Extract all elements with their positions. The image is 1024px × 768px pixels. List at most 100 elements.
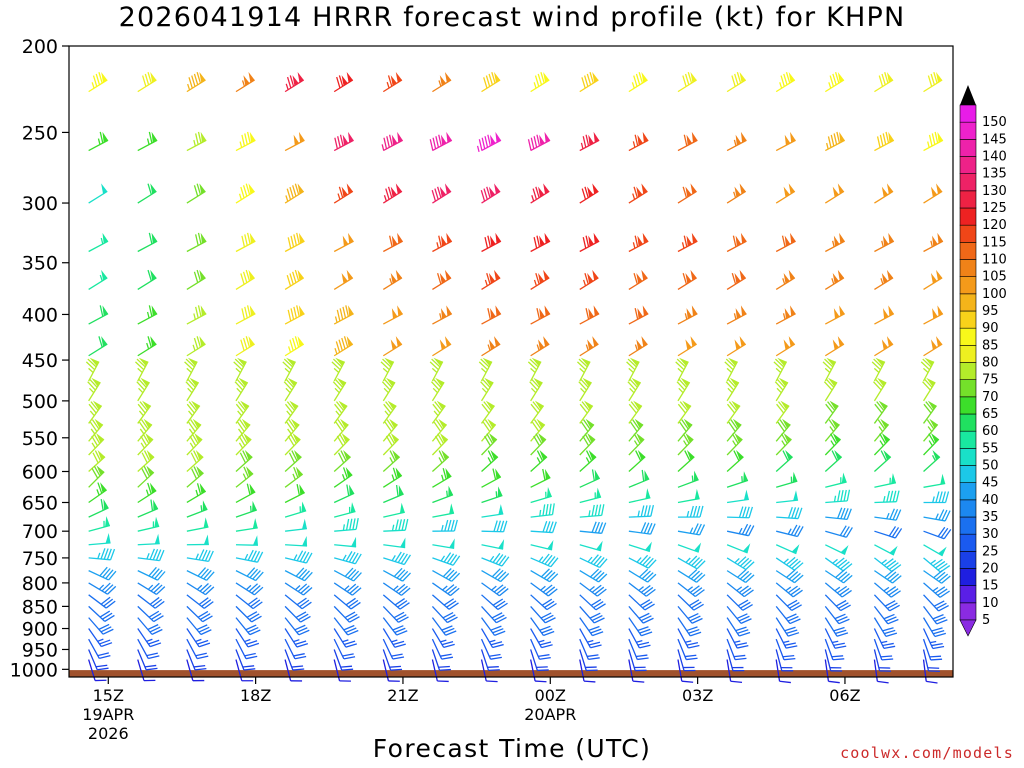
barb-half-flag xyxy=(536,344,540,351)
barb-half-flag xyxy=(689,527,694,534)
barb-flag xyxy=(286,421,294,432)
wind-barb xyxy=(579,432,596,456)
barb-shaft xyxy=(431,424,448,442)
barb-flag xyxy=(495,554,504,565)
barb-shaft xyxy=(923,313,944,325)
barb-shaft xyxy=(922,381,936,402)
wind-barb xyxy=(825,507,852,521)
barb-shaft xyxy=(530,638,541,660)
legend-swatch xyxy=(959,139,977,157)
barb-shaft xyxy=(432,557,454,566)
barb-flag xyxy=(244,133,248,145)
barb-shaft xyxy=(677,277,697,291)
barb-half-flag xyxy=(285,387,291,394)
wind-barb xyxy=(579,418,595,442)
barb-pennant xyxy=(294,450,302,461)
barb-pennant xyxy=(399,502,405,514)
barb-shaft xyxy=(775,649,783,671)
barb-pennant xyxy=(91,377,101,387)
barb-pennant xyxy=(348,131,354,143)
barb-half-flag xyxy=(344,585,350,591)
barb-shaft xyxy=(481,557,503,567)
barb-flag xyxy=(483,77,488,89)
wind-barb xyxy=(186,628,211,648)
wind-barb xyxy=(874,557,902,572)
barb-flag xyxy=(244,652,256,657)
barb-flag xyxy=(596,556,605,567)
barb-pennant xyxy=(192,418,202,429)
barb-flag xyxy=(487,308,491,320)
wind-barb xyxy=(726,628,749,649)
barb-pennant xyxy=(539,450,547,461)
barb-flag xyxy=(529,381,538,391)
ground-surface xyxy=(69,670,953,677)
barb-flag xyxy=(647,573,657,583)
barb-half-flag xyxy=(196,584,203,590)
barb-flag xyxy=(779,680,791,684)
wind-barb xyxy=(480,649,500,672)
barb-flag xyxy=(647,505,651,517)
barb-shaft xyxy=(333,638,345,660)
barb-flag xyxy=(481,137,486,150)
legend-label: 60 xyxy=(982,424,999,439)
barb-shaft xyxy=(726,361,738,382)
barb-half-flag xyxy=(382,367,389,374)
barb-flag xyxy=(196,336,202,348)
barb-flag xyxy=(402,572,411,582)
barb-flag xyxy=(399,602,410,610)
barb-flag xyxy=(292,668,305,671)
barb-flag xyxy=(153,584,163,594)
barb-flag xyxy=(293,234,298,246)
barb-pennant xyxy=(641,336,648,347)
barb-flag xyxy=(683,235,688,247)
barb-half-flag xyxy=(138,387,144,394)
barb-half-flag xyxy=(146,638,153,643)
barb-flag xyxy=(585,134,590,147)
barb-flag xyxy=(389,450,396,462)
barb-shaft xyxy=(530,530,553,534)
barb-pennant xyxy=(839,232,845,244)
barb-shaft xyxy=(432,240,453,253)
barb-flag xyxy=(894,528,903,539)
barb-flag xyxy=(87,381,96,391)
barb-flag xyxy=(601,522,607,534)
wind-barb xyxy=(382,582,411,596)
barb-half-flag xyxy=(834,586,841,592)
barb-flag xyxy=(539,656,551,660)
barb-half-flag xyxy=(880,278,884,285)
wind-barb xyxy=(382,336,403,357)
barb-pennant xyxy=(731,400,741,410)
credit-link[interactable]: coolwx.com/models xyxy=(840,744,1014,762)
wind-barb xyxy=(872,377,887,402)
barb-flag xyxy=(338,186,344,198)
wind-barb xyxy=(530,232,551,253)
barb-pennant xyxy=(346,336,353,347)
barb-pennant xyxy=(544,232,551,244)
barb-shaft xyxy=(284,510,307,518)
barb-flag xyxy=(628,403,637,414)
barb-flag xyxy=(883,558,894,567)
barb-flag xyxy=(678,378,687,388)
barb-flag xyxy=(340,450,347,462)
barb-flag xyxy=(478,361,488,371)
barb-pennant xyxy=(101,336,108,347)
wind-barb xyxy=(628,183,648,204)
barb-pennant xyxy=(588,450,597,461)
wind-barb xyxy=(481,539,505,550)
wind-barb xyxy=(922,377,936,402)
wind-barb xyxy=(530,269,550,291)
barb-pennant xyxy=(538,186,545,198)
wind-barb xyxy=(383,567,411,582)
legend-label: 100 xyxy=(982,287,1007,302)
barb-shaft xyxy=(480,649,490,671)
barb-flag xyxy=(590,554,599,564)
barb-flag xyxy=(344,567,354,577)
legend-label: 130 xyxy=(982,184,1007,199)
barb-pennant xyxy=(490,134,496,146)
barb-flag xyxy=(441,640,454,646)
barb-flag xyxy=(892,508,899,520)
wind-barb xyxy=(824,183,845,204)
barb-flag xyxy=(104,614,115,622)
barb-flag xyxy=(684,669,696,672)
wind-barb xyxy=(527,131,551,152)
